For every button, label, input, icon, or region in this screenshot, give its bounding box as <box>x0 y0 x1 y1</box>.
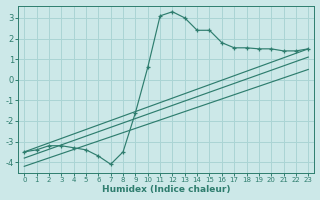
X-axis label: Humidex (Indice chaleur): Humidex (Indice chaleur) <box>102 185 230 194</box>
